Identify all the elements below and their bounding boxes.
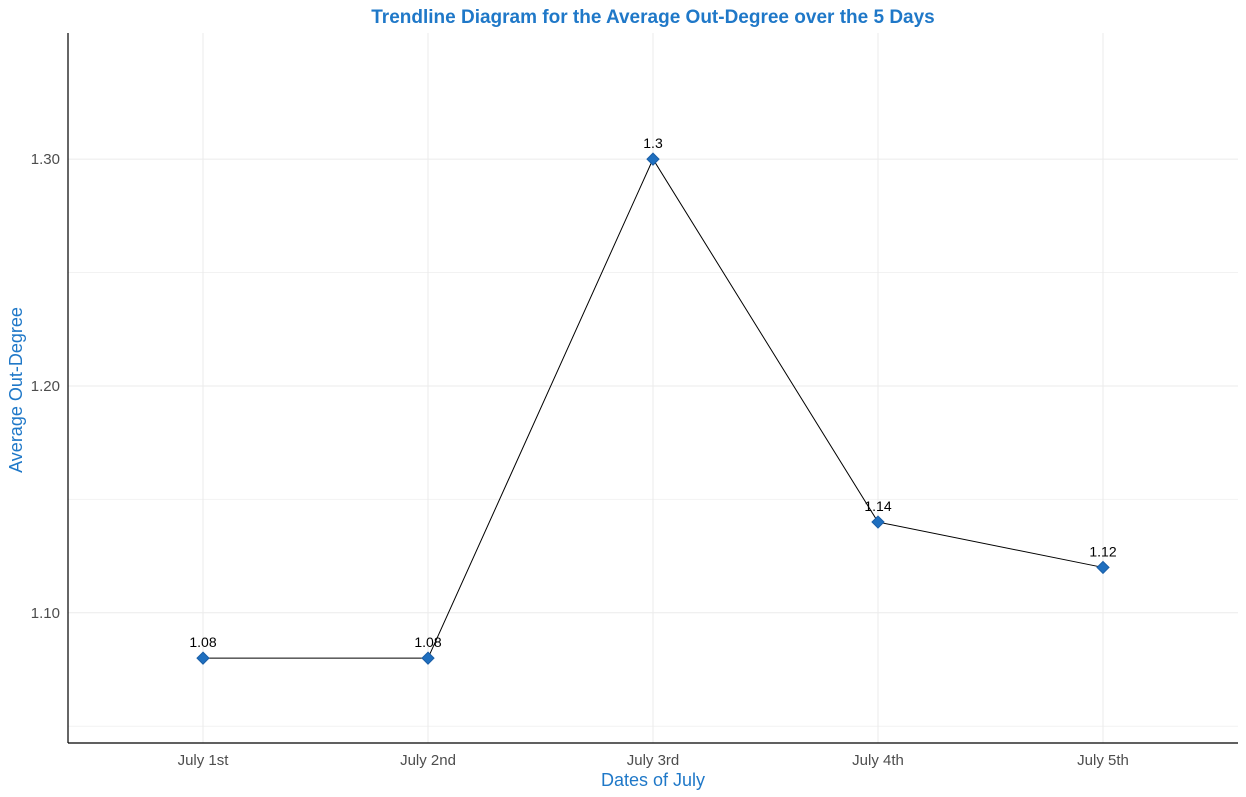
data-label: 1.14 (864, 498, 891, 514)
chart-title: Trendline Diagram for the Average Out-De… (371, 7, 935, 28)
y-tick-label: 1.30 (31, 151, 60, 168)
x-tick-label: July 3rd (627, 752, 680, 769)
y-tick-label: 1.20 (31, 378, 60, 395)
x-axis-label: Dates of July (601, 770, 705, 790)
data-point-marker (646, 152, 660, 166)
tick-labels: 1.10 1.20 1.30 July 1st July 2nd July 3rd July… (31, 151, 1129, 769)
data-point-marker (421, 651, 435, 665)
y-tick-label: 1.10 (31, 605, 60, 622)
data-label: 1.08 (189, 634, 216, 650)
x-tick-label: July 1st (178, 752, 230, 769)
data-point-marker (1096, 560, 1110, 575)
axes (67, 33, 1238, 744)
data-point-marker (196, 651, 210, 665)
data-labels: 1.08 1.08 1.3 1.14 1.12 (189, 135, 1116, 650)
markers (196, 152, 1110, 665)
data-label: 1.3 (643, 135, 663, 151)
y-axis-label: Average Out-Degree (6, 307, 26, 473)
data-label: 1.08 (414, 634, 441, 650)
x-tick-label: July 5th (1077, 752, 1129, 769)
x-tick-label: July 2nd (400, 752, 456, 769)
data-point-marker (871, 515, 885, 529)
data-label: 1.12 (1089, 543, 1116, 559)
x-tick-label: July 4th (852, 752, 904, 769)
